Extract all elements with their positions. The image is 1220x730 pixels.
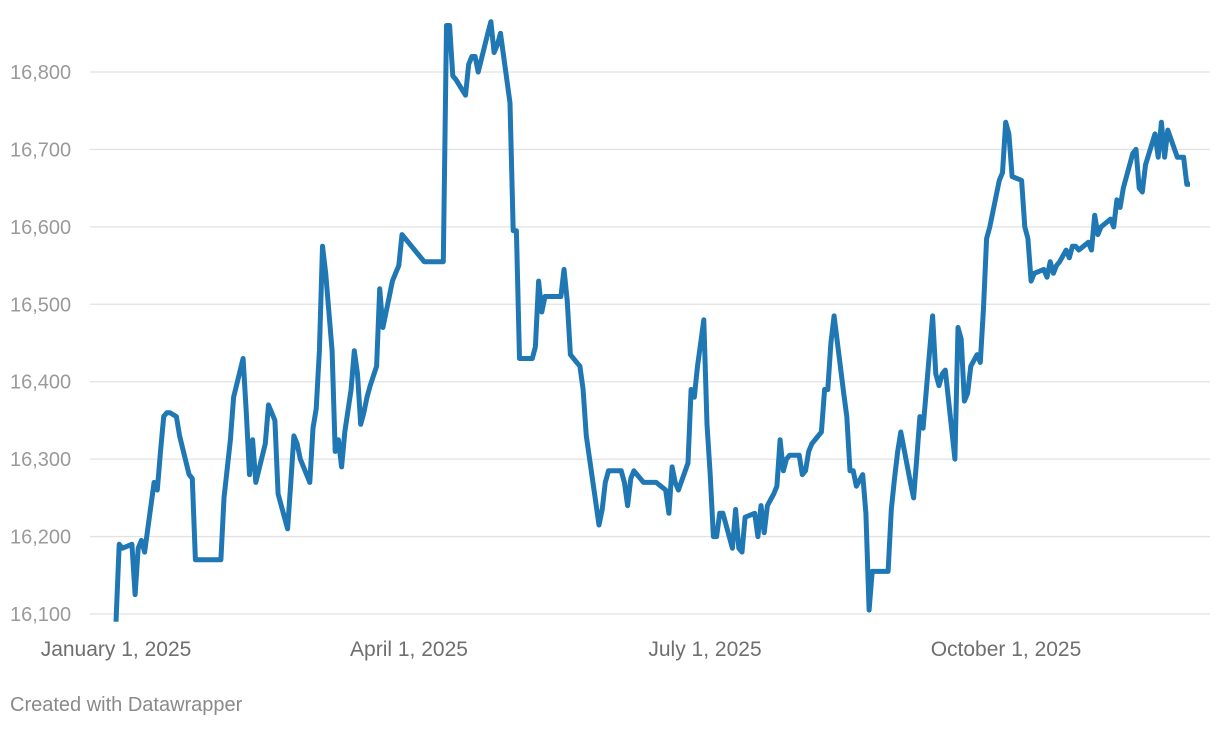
x-tick-label: April 1, 2025 <box>350 638 468 661</box>
y-tick-label: 16,700 <box>10 139 71 161</box>
x-tick-label: October 1, 2025 <box>931 638 1082 661</box>
y-tick-label: 16,500 <box>10 294 71 316</box>
y-axis-labels: 16,100 16,200 16,300 16,400 16,500 16,600 16,7… <box>10 62 71 626</box>
y-tick-label: 16,800 <box>10 62 71 84</box>
x-tick-label: July 1, 2025 <box>648 638 761 661</box>
y-tick-label: 16,300 <box>10 449 71 471</box>
series-layer <box>113 19 1190 622</box>
line-chart: 16,100 16,200 16,300 16,400 16,500 16,600 16,7… <box>10 19 1210 661</box>
datawrapper-credit: Created with Datawrapper <box>10 694 243 716</box>
y-tick-label: 16,600 <box>10 217 71 239</box>
x-axis-labels: January 1, 2025 April 1, 2025 July 1, 2025… <box>41 638 1082 661</box>
y-tick-label: 16,200 <box>10 527 71 549</box>
gridlines <box>90 71 1210 615</box>
x-tick-label: January 1, 2025 <box>41 638 192 661</box>
series-line <box>113 19 1190 622</box>
y-tick-label: 16,400 <box>10 372 71 394</box>
y-tick-label: 16,100 <box>10 604 71 626</box>
